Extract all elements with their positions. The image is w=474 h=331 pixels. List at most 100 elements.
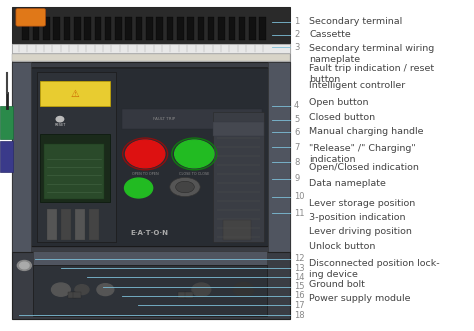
Bar	[12, 62, 31, 252]
Bar	[33, 265, 267, 316]
Text: Manual charging handle: Manual charging handle	[309, 127, 424, 136]
Text: "Release" /" Charging"
indication: "Release" /" Charging" indication	[309, 144, 416, 164]
Bar	[33, 17, 39, 40]
Text: 2: 2	[294, 30, 299, 39]
FancyBboxPatch shape	[16, 9, 46, 26]
Text: 9: 9	[294, 174, 299, 183]
Text: Unlock button: Unlock button	[309, 242, 375, 251]
Bar	[218, 17, 225, 40]
Bar	[54, 17, 60, 40]
Circle shape	[19, 262, 29, 269]
Bar	[12, 7, 291, 43]
Text: Open button: Open button	[309, 98, 369, 107]
Bar	[75, 209, 85, 240]
Bar	[44, 144, 104, 199]
Bar	[89, 209, 99, 240]
Text: OPEN TO OPEN: OPEN TO OPEN	[132, 172, 158, 176]
Bar	[12, 62, 291, 252]
Bar	[12, 252, 291, 319]
Text: 3: 3	[294, 42, 300, 52]
Text: CLOSE TO CLOSE: CLOSE TO CLOSE	[179, 172, 210, 176]
Text: 12: 12	[294, 254, 305, 263]
Bar	[40, 134, 110, 202]
Bar	[213, 112, 264, 242]
Circle shape	[126, 140, 165, 168]
Text: Secondary terminal: Secondary terminal	[309, 17, 402, 25]
Bar	[268, 62, 291, 252]
Bar	[95, 17, 101, 40]
Bar	[178, 292, 186, 298]
Text: FAULT TRIP: FAULT TRIP	[153, 117, 175, 121]
Bar	[223, 220, 251, 240]
Text: E·A·T·O·N: E·A·T·O·N	[131, 230, 169, 236]
Bar	[0, 141, 13, 172]
Text: Disconnected position lock-
ing device: Disconnected position lock- ing device	[309, 259, 440, 279]
Text: Secondary terminal wiring
nameplate: Secondary terminal wiring nameplate	[309, 44, 434, 65]
Bar	[12, 54, 291, 61]
Circle shape	[125, 178, 153, 198]
Text: Lever storage position: Lever storage position	[309, 199, 415, 208]
Bar	[249, 17, 255, 40]
Circle shape	[52, 283, 70, 296]
Bar	[213, 122, 264, 136]
Circle shape	[97, 284, 114, 296]
Bar	[136, 17, 142, 40]
Bar	[187, 17, 194, 40]
Text: Fault trip indication / reset
button: Fault trip indication / reset button	[309, 64, 434, 84]
Bar	[43, 17, 50, 40]
Ellipse shape	[170, 177, 200, 197]
Bar	[61, 209, 71, 240]
FancyBboxPatch shape	[30, 68, 269, 247]
Bar	[12, 44, 291, 53]
Bar	[198, 17, 204, 40]
Bar	[74, 17, 81, 40]
Bar	[126, 17, 132, 40]
Text: ⚠: ⚠	[71, 89, 79, 99]
Text: Open/Closed indication: Open/Closed indication	[309, 163, 419, 172]
Bar	[259, 17, 266, 40]
Text: Data nameplate: Data nameplate	[309, 179, 386, 188]
Circle shape	[56, 117, 64, 122]
Text: 3-position indication: 3-position indication	[309, 213, 406, 221]
Text: Cassette: Cassette	[309, 30, 351, 39]
Text: Ground bolt: Ground bolt	[309, 280, 365, 289]
Text: 14: 14	[294, 273, 305, 282]
Text: 15: 15	[294, 282, 305, 291]
Text: 16: 16	[294, 291, 305, 301]
Bar	[22, 17, 29, 40]
Bar	[122, 109, 262, 129]
Bar	[105, 17, 111, 40]
Bar	[12, 7, 291, 319]
Text: 7: 7	[294, 143, 300, 152]
Text: 10: 10	[294, 192, 305, 202]
Text: 5: 5	[294, 115, 299, 124]
Ellipse shape	[175, 181, 194, 193]
Circle shape	[233, 282, 254, 297]
Bar	[146, 17, 153, 40]
Bar	[156, 17, 163, 40]
Text: 17: 17	[294, 301, 305, 310]
Bar	[73, 292, 81, 298]
Bar	[177, 17, 183, 40]
Text: 8: 8	[294, 158, 300, 167]
Bar	[40, 81, 110, 106]
Text: 18: 18	[294, 310, 305, 320]
Circle shape	[18, 260, 31, 270]
Bar	[208, 17, 214, 40]
Bar	[68, 292, 76, 298]
Text: Power supply module: Power supply module	[309, 294, 410, 303]
Bar	[36, 72, 116, 242]
Bar	[84, 17, 91, 40]
Bar	[64, 17, 70, 40]
Text: Intelligent controller: Intelligent controller	[309, 81, 405, 90]
Text: RESET: RESET	[54, 123, 65, 127]
Bar	[167, 17, 173, 40]
Text: Closed button: Closed button	[309, 113, 375, 121]
Bar	[185, 292, 193, 298]
Text: Lever driving position: Lever driving position	[309, 227, 412, 236]
Bar	[47, 209, 57, 240]
Text: 11: 11	[294, 209, 305, 218]
Bar	[0, 106, 13, 139]
Circle shape	[174, 140, 214, 168]
Text: 6: 6	[294, 128, 300, 137]
